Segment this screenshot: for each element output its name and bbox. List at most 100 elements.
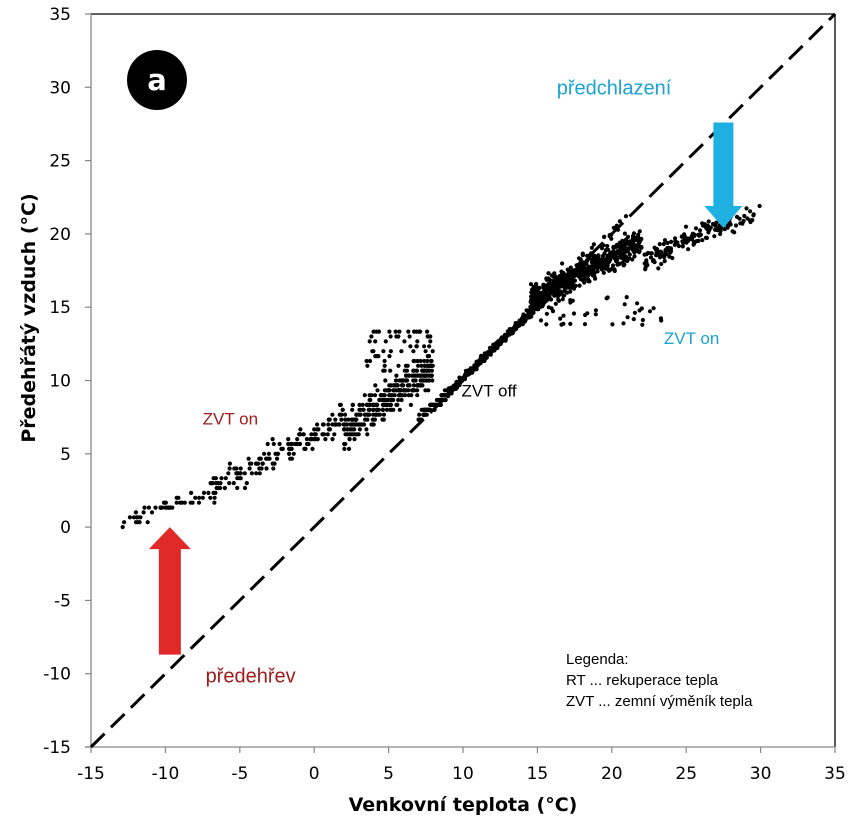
data-point	[247, 461, 253, 466]
data-point	[640, 317, 646, 323]
data-point	[381, 397, 386, 403]
data-point	[365, 363, 370, 368]
data-point	[176, 495, 181, 500]
y-tick-label: -5	[54, 591, 71, 611]
data-point	[425, 363, 430, 368]
data-point	[645, 263, 650, 268]
annotation-zvt-off: ZVT off	[462, 382, 517, 401]
data-point	[408, 344, 413, 349]
data-point	[592, 259, 597, 264]
data-point	[287, 446, 292, 451]
data-point	[734, 214, 740, 219]
data-point	[426, 354, 432, 359]
data-point	[623, 258, 628, 263]
data-point	[704, 235, 710, 241]
data-point	[627, 252, 632, 257]
data-point	[279, 446, 284, 451]
data-point	[274, 456, 280, 461]
reference-line-y-equals-x	[89, 12, 837, 749]
data-point	[425, 358, 430, 364]
data-point	[242, 471, 247, 476]
data-point	[161, 500, 167, 505]
data-point	[374, 329, 379, 334]
data-point	[201, 490, 207, 495]
data-point	[569, 285, 575, 290]
data-point	[326, 422, 331, 427]
data-point	[397, 388, 402, 393]
heating-arrow-icon	[148, 527, 191, 655]
data-point	[445, 388, 451, 393]
data-point	[562, 285, 567, 290]
data-point	[120, 525, 125, 530]
data-point	[337, 412, 342, 417]
data-point	[546, 271, 551, 276]
data-point	[639, 244, 644, 250]
data-points	[120, 203, 762, 530]
data-point	[561, 313, 566, 318]
data-point	[271, 441, 276, 447]
data-point	[350, 407, 355, 412]
data-point	[362, 393, 367, 398]
data-point	[349, 417, 355, 422]
data-point	[330, 437, 335, 442]
data-point	[589, 245, 595, 250]
data-point	[565, 290, 570, 295]
data-point	[421, 368, 427, 373]
data-point	[407, 383, 412, 388]
data-point	[700, 238, 705, 243]
data-point	[576, 256, 582, 261]
data-point	[411, 368, 416, 373]
data-point	[561, 293, 566, 298]
data-point	[357, 402, 362, 407]
data-point	[327, 427, 332, 432]
data-point	[656, 266, 661, 271]
data-point	[227, 461, 232, 466]
data-point	[377, 397, 382, 403]
data-point	[189, 490, 194, 495]
data-point	[330, 412, 335, 417]
data-point	[388, 402, 393, 407]
data-point	[545, 297, 550, 303]
data-point	[382, 393, 387, 398]
data-point	[544, 276, 549, 281]
cooling-arrow-icon	[704, 122, 743, 229]
data-point	[376, 407, 381, 412]
data-point	[675, 240, 680, 245]
data-point	[312, 427, 317, 432]
data-point	[188, 500, 193, 505]
data-point	[623, 249, 628, 254]
data-point	[528, 282, 534, 287]
data-point	[339, 417, 344, 422]
data-point	[600, 253, 606, 259]
data-point	[417, 329, 422, 334]
data-point	[619, 245, 624, 250]
data-point	[388, 393, 393, 398]
data-point	[689, 237, 695, 242]
data-point	[541, 286, 547, 291]
data-point	[208, 495, 213, 500]
x-axis-title: Venkovní teplota (°C)	[349, 794, 578, 816]
data-point	[624, 295, 629, 300]
data-point	[661, 241, 666, 247]
data-point	[197, 495, 202, 500]
y-tick-label: 35	[49, 5, 71, 25]
data-point	[606, 247, 611, 252]
y-tick-label: 15	[49, 298, 71, 318]
data-point	[396, 334, 401, 339]
data-point	[422, 344, 427, 349]
data-point	[131, 515, 136, 520]
data-point	[659, 261, 664, 267]
data-point	[651, 306, 656, 311]
data-point	[369, 334, 374, 339]
data-point	[231, 481, 236, 486]
data-point	[586, 269, 591, 274]
data-point	[379, 393, 384, 398]
data-point	[342, 446, 347, 451]
data-point	[591, 242, 597, 247]
data-point	[430, 378, 435, 383]
data-point	[238, 476, 243, 481]
data-point	[367, 407, 372, 412]
data-point	[271, 466, 276, 471]
data-point	[212, 500, 217, 505]
data-point	[710, 221, 716, 227]
